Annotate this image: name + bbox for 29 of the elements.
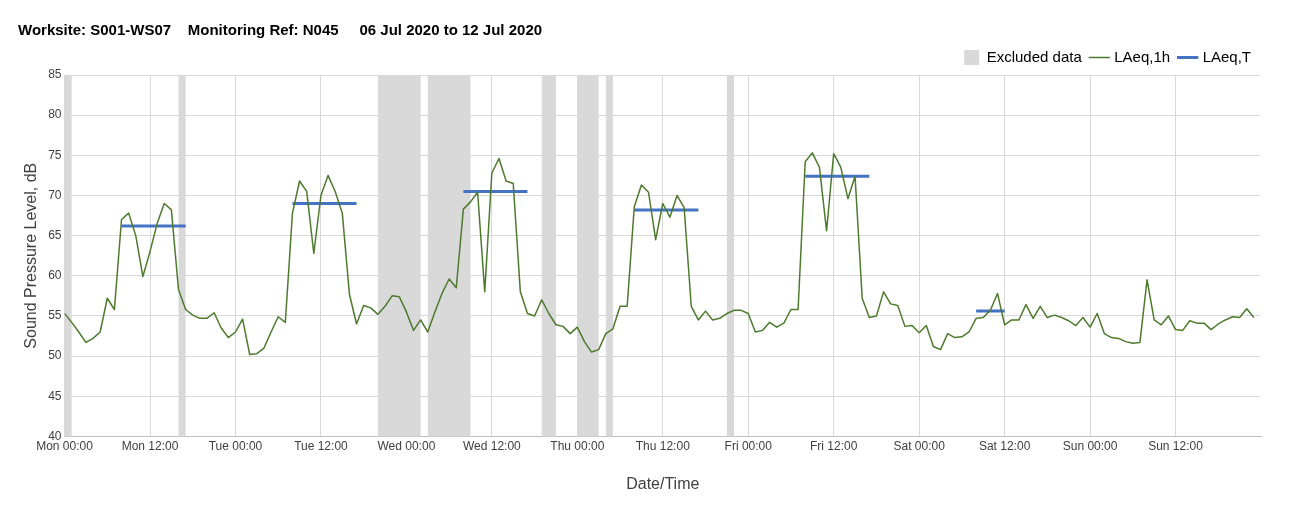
legend-label: Excluded data <box>986 47 1083 65</box>
x-tick-label: Thu 00:00 <box>550 438 605 453</box>
x-axis-title: Date/Time <box>626 474 700 492</box>
x-tick-label: Thu 12:00 <box>635 438 691 453</box>
y-tick-label: 85 <box>48 67 62 82</box>
x-tick-label: Sat 12:00 <box>978 438 1031 453</box>
y-tick-label: 70 <box>48 187 62 202</box>
chart-title: Worksite: S001-WS07 Monitoring Ref: N045 06 Jul 2020 to 12 Jul 2020 <box>18 21 543 39</box>
y-tick-label: 55 <box>48 308 62 323</box>
legend-label: LAeq,1h <box>1114 47 1171 65</box>
y-tick-label: 75 <box>48 147 62 162</box>
legend-label: LAeq,T <box>1202 47 1252 65</box>
x-tick-label: Fri 12:00 <box>810 438 858 453</box>
y-tick-label: 80 <box>48 107 62 122</box>
x-tick-label: Wed 00:00 <box>377 438 436 453</box>
x-tick-label: Wed 12:00 <box>462 438 522 453</box>
y-tick-label: 60 <box>48 268 62 283</box>
x-tick-label: Sun 00:00 <box>1062 438 1118 453</box>
y-tick-label: 45 <box>48 388 62 403</box>
x-tick-label: Sun 12:00 <box>1148 438 1204 453</box>
y-tick-label: 65 <box>48 227 62 242</box>
y-tick-label: 50 <box>48 348 62 363</box>
x-tick-label: Tue 12:00 <box>294 438 349 453</box>
x-tick-label: Sat 00:00 <box>893 438 946 453</box>
y-tick-label: 40 <box>48 428 62 443</box>
x-tick-label: Tue 00:00 <box>208 438 263 453</box>
x-tick-label: Fri 00:00 <box>724 438 773 453</box>
x-tick-label: Mon 12:00 <box>121 438 179 453</box>
y-axis-title: Sound Pressure Level, dB <box>22 162 40 349</box>
